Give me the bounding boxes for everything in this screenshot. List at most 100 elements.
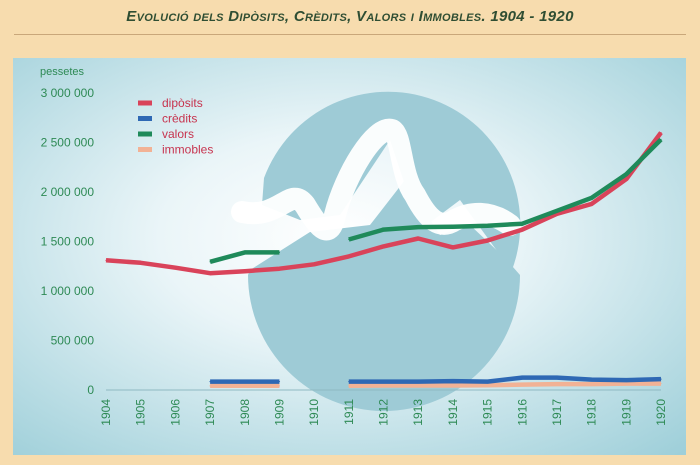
data-point: [348, 385, 350, 387]
series-line: [348, 375, 662, 384]
data-point: [278, 268, 281, 270]
data-point: [521, 229, 523, 231]
data-point: [452, 384, 454, 387]
data-point: [660, 132, 662, 134]
data-point: [417, 226, 419, 228]
data-point: [625, 178, 627, 180]
data-point: [660, 138, 662, 141]
data-point: [591, 197, 593, 199]
x-tick-label: 1919: [619, 399, 633, 426]
data-point: [382, 229, 385, 231]
data-point: [209, 385, 211, 387]
x-tick-label: 1917: [550, 399, 564, 426]
data-point: [556, 377, 558, 379]
series-line: [348, 137, 663, 242]
series-dipòsits: [105, 131, 663, 276]
chart-title: Evolució dels Dipòsits, Crèdits, Valors …: [126, 8, 574, 25]
y-tick-label: 3 000 000: [41, 86, 95, 100]
legend-label: dipòsits: [162, 96, 203, 110]
data-point: [244, 251, 246, 253]
x-tick-label: 1920: [654, 399, 668, 426]
data-point: [452, 380, 454, 382]
data-point: [382, 384, 385, 387]
x-tick-label: 1908: [238, 399, 252, 426]
data-point: [278, 380, 281, 383]
y-tick-label: 500 000: [51, 334, 95, 348]
x-axis: 1904 1905 1906 1907 1908 1909 1910 1911 1912 1913…: [99, 389, 668, 426]
data-point: [660, 382, 662, 385]
data-point: [278, 385, 281, 387]
data-point: [591, 379, 593, 381]
data-point: [348, 380, 350, 383]
data-point: [417, 237, 419, 240]
data-point: [278, 251, 281, 253]
x-tick-label: 1915: [481, 399, 495, 426]
data-point: [486, 225, 489, 227]
data-point: [486, 239, 489, 242]
data-point: [591, 203, 593, 205]
data-point: [244, 380, 246, 383]
data-point: [452, 226, 454, 228]
data-point: [244, 385, 246, 387]
data-point: [486, 380, 489, 383]
y-tick-label: 0: [87, 383, 94, 397]
data-point: [244, 270, 246, 272]
legend-label: crèdits: [162, 112, 197, 126]
x-tick-label: 1912: [377, 399, 391, 426]
x-tick-label: 1910: [307, 399, 321, 426]
legend-label: immobles: [162, 143, 213, 157]
data-point: [105, 259, 107, 261]
y-tick-label: 1 500 000: [41, 235, 95, 249]
data-point: [174, 267, 176, 269]
data-point: [313, 263, 315, 265]
series-line: [348, 381, 661, 389]
series-crèdits: [209, 375, 662, 384]
x-tick-label: 1904: [99, 399, 113, 426]
data-point: [209, 380, 211, 383]
data-point: [382, 245, 385, 248]
data-point: [521, 383, 523, 386]
data-point: [625, 382, 627, 385]
data-point: [625, 173, 627, 175]
x-tick-label: 1909: [272, 399, 286, 426]
title-divider: [14, 34, 686, 35]
data-point: [140, 262, 142, 264]
x-tick-label: 1906: [168, 399, 182, 426]
y-axis: 3 000 000 2 500 000 2 000 000 1 500 000 1 00…: [41, 86, 95, 397]
data-point: [417, 384, 419, 387]
data-point: [348, 255, 350, 257]
data-point: [209, 272, 211, 274]
series-valors: [209, 137, 663, 264]
data-point: [556, 383, 558, 385]
data-point: [556, 210, 558, 212]
data-point: [209, 261, 211, 263]
y-tick-label: 2 000 000: [41, 185, 95, 199]
data-point: [486, 384, 489, 386]
x-tick-label: 1905: [134, 399, 148, 426]
series-layer: [105, 131, 663, 389]
x-tick-label: 1907: [203, 399, 217, 426]
data-point: [521, 377, 523, 379]
data-point: [625, 379, 627, 381]
data-point: [591, 383, 593, 385]
y-tick-label: 2 500 000: [41, 136, 95, 150]
x-tick-label: 1913: [411, 399, 425, 426]
series-immobles: [209, 381, 662, 389]
x-tick-label: 1918: [585, 399, 599, 426]
legend-label: valors: [162, 127, 194, 141]
y-tick-label: 1 000 000: [41, 284, 95, 298]
x-tick-label: 1911: [342, 399, 356, 425]
data-point: [382, 380, 385, 383]
data-point: [452, 246, 454, 249]
x-tick-label: 1916: [515, 399, 529, 426]
data-point: [521, 223, 523, 225]
decorative-mountain: [231, 91, 521, 411]
y-axis-unit-label: pessetes: [40, 66, 85, 78]
x-tick-label: 1914: [446, 399, 460, 426]
data-point: [660, 378, 662, 380]
data-point: [348, 238, 350, 241]
data-point: [417, 380, 419, 383]
data-point: [556, 213, 558, 215]
